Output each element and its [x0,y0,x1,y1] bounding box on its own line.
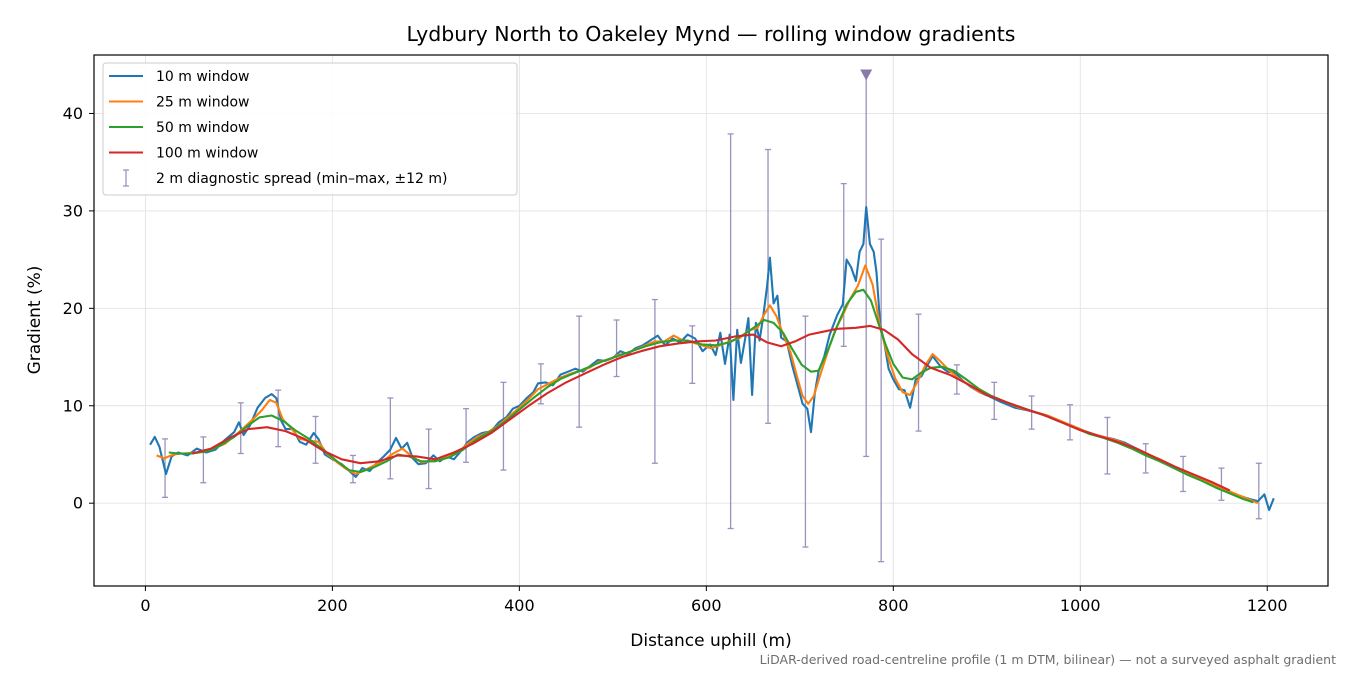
x-tick-label: 0 [140,596,150,615]
legend-entry-label: 25 m window [156,95,249,111]
x-tick-label: 600 [691,596,722,615]
y-tick-label: 30 [63,201,83,220]
y-tick-label: 40 [63,104,83,123]
grid-layer [94,55,1328,586]
plot-frame [93,54,1329,587]
legend-entry-label: 50 m window [156,120,249,136]
footnote: LiDAR-derived road-centreline profile (1… [760,652,1336,667]
legend-entry-label: 100 m window [156,146,258,162]
x-tick-label: 400 [504,596,535,615]
legend: 10 m window 25 m window 50 m window 100 m w… [102,62,518,196]
legend-frame [102,62,518,196]
y-axis-label: Gradient (%) [25,266,45,375]
series-layer [149,69,1275,512]
peak-marker-icon [860,69,873,81]
tick-layer: 0 200 400 600 800 1000 1200 0 10 20 30 40 [63,104,1288,615]
x-tick-label: 1000 [1060,596,1101,615]
y-tick-label: 20 [63,299,83,318]
x-axis-label: Distance uphill (m) [630,631,791,651]
chart-title: Lydbury North to Oakeley Mynd — rolling … [407,22,1016,46]
y-tick-label: 10 [63,396,83,415]
legend-entry-label: 10 m window [156,69,249,85]
x-tick-label: 800 [878,596,909,615]
series-line-3 [191,324,1231,492]
x-tick-label: 1200 [1247,596,1288,615]
y-tick-label: 0 [73,494,83,513]
x-tick-label: 200 [317,596,348,615]
legend-entry-label: 2 m diagnostic spread (min–max, ±12 m) [156,171,447,187]
